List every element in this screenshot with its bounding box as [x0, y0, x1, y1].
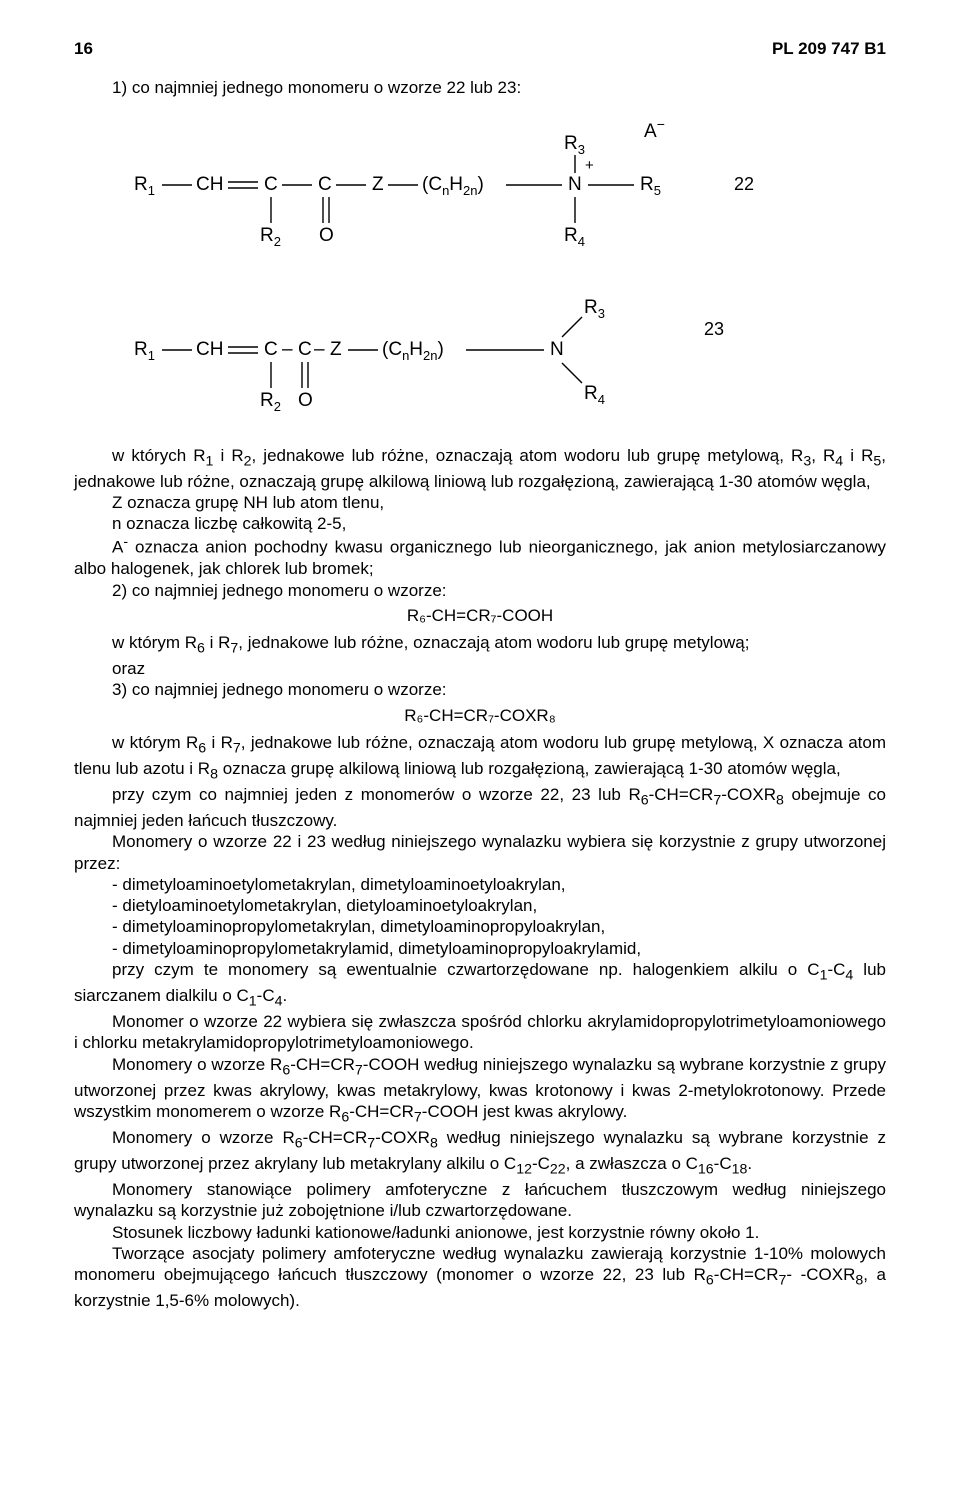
list-item-2: - dietyloaminoetylometakrylan, dietyloam…: [74, 895, 886, 916]
list-item-1: - dimetyloaminoetylometakrylan, dimetylo…: [74, 874, 886, 895]
formula-23-svg: R1 CH C – C – Z (CnH2n) N R2: [74, 285, 886, 425]
svg-text:R4: R4: [584, 383, 605, 407]
page: 16 PL 209 747 B1 1) co najmniej jednego …: [0, 0, 960, 1362]
list-item-3: - dimetyloaminopropylometakrylan, dimety…: [74, 916, 886, 937]
svg-text:N: N: [550, 339, 564, 360]
para-n: n oznacza liczbę całkowitą 2-5,: [74, 513, 886, 534]
para-przy: przy czym co najmniej jeden z monomerów …: [74, 784, 886, 831]
svg-text:CH: CH: [196, 339, 223, 360]
svg-text:R2: R2: [260, 225, 281, 249]
svg-text:N: N: [568, 174, 582, 195]
para-tworzace: Tworzące asocjaty polimery amfoteryczne …: [74, 1243, 886, 1312]
svg-text:R3: R3: [564, 133, 585, 157]
svg-text:Z: Z: [330, 339, 342, 360]
svg-text:C: C: [318, 174, 332, 195]
svg-text:R5: R5: [640, 174, 661, 198]
svg-text:O: O: [298, 390, 313, 411]
svg-text:22: 22: [734, 174, 754, 194]
svg-text:CH: CH: [196, 174, 223, 195]
para-monomer22: Monomer o wzorze 22 wybiera się zwłaszcz…: [74, 1011, 886, 1054]
formula-23: R1 CH C – C – Z (CnH2n) N R2: [74, 285, 886, 425]
para-przy2: przy czym te monomery są ewentualnie czw…: [74, 959, 886, 1011]
para-monomery-22-23: Monomery o wzorze 22 i 23 według niniejs…: [74, 831, 886, 874]
svg-text:+: +: [585, 157, 594, 174]
page-number: 16: [74, 38, 93, 59]
svg-text:C: C: [264, 174, 278, 195]
formula-22-svg: R1 CH C C Z (CnH2n) N + R5 R2: [74, 115, 886, 265]
para-cooh: Monomery o wzorze R6-CH=CR7-COOH według …: [74, 1054, 886, 1127]
svg-text:R1: R1: [134, 339, 155, 363]
svg-text:–: –: [282, 339, 293, 360]
svg-text:R4: R4: [564, 225, 585, 249]
formula-22: R1 CH C C Z (CnH2n) N + R5 R2: [74, 115, 886, 265]
para-r6r7-2: w którym R6 i R7, jednakowe lub różne, o…: [74, 732, 886, 784]
svg-text:C: C: [298, 339, 312, 360]
svg-text:–: –: [314, 339, 325, 360]
svg-text:23: 23: [704, 319, 724, 339]
intro-line: 1) co najmniej jednego monomeru o wzorze…: [74, 77, 886, 98]
para-a: A- oznacza anion pochodny kwasu organicz…: [74, 534, 886, 579]
center-formula-2: R₆-CH=CR₇-COXR₈: [74, 705, 886, 726]
para-definitions: w których R1 i R2, jednakowe lub różne, …: [74, 445, 886, 492]
svg-text:R1: R1: [134, 174, 155, 198]
para-amfot: Monomery stanowiące polimery amfoteryczn…: [74, 1179, 886, 1222]
center-formula-1: R₆-CH=CR₇-COOH: [74, 605, 886, 626]
svg-text:O: O: [319, 225, 334, 246]
para-item3: 3) co najmniej jednego monomeru o wzorze…: [74, 679, 886, 700]
list-item-4: - dimetyloaminopropylometakrylamid, dime…: [74, 938, 886, 959]
para-stosunek: Stosunek liczbowy ładunki kationowe/ładu…: [74, 1222, 886, 1243]
svg-text:C: C: [264, 339, 278, 360]
para-item2: 2) co najmniej jednego monomeru o wzorze…: [74, 580, 886, 601]
doc-code: PL 209 747 B1: [772, 38, 886, 59]
para-r6r7-1: w którym R6 i R7, jednakowe lub różne, o…: [74, 632, 886, 658]
svg-text:A−: A−: [644, 116, 665, 142]
svg-text:R3: R3: [584, 297, 605, 321]
svg-text:Z: Z: [372, 174, 384, 195]
para-coxr: Monomery o wzorze R6-CH=CR7-COXR8 według…: [74, 1127, 886, 1179]
svg-text:(CnH2n): (CnH2n): [422, 174, 484, 198]
svg-text:R2: R2: [260, 390, 281, 414]
svg-text:(CnH2n): (CnH2n): [382, 339, 444, 363]
page-header: 16 PL 209 747 B1: [74, 38, 886, 59]
para-z: Z oznacza grupę NH lub atom tlenu,: [74, 492, 886, 513]
para-oraz: oraz: [74, 658, 886, 679]
